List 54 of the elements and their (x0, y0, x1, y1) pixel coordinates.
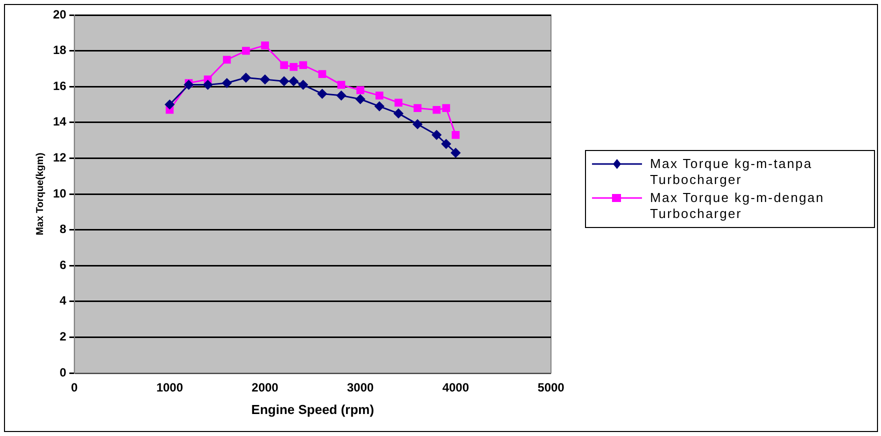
x-tick-label: 5000 (538, 380, 565, 395)
point (298, 80, 308, 90)
x-tick-label: 2000 (252, 380, 279, 395)
x-tick-label: 0 (71, 380, 78, 395)
point (241, 72, 251, 82)
y-tick-label: 16 (52, 78, 67, 93)
y-tick-label: 6 (60, 258, 67, 272)
point (203, 80, 213, 90)
point (432, 106, 441, 114)
point (412, 119, 422, 129)
point (356, 94, 366, 104)
point (318, 70, 326, 78)
point (374, 102, 384, 112)
point (299, 61, 308, 70)
point (336, 90, 346, 100)
point (432, 130, 442, 140)
y-tick-label: 12 (52, 150, 67, 165)
point (290, 62, 298, 71)
point (222, 78, 232, 88)
x-tick-label: 3000 (346, 380, 374, 395)
point (184, 80, 194, 90)
y-tick-label: 2 (60, 330, 67, 344)
y-axis-title: Max Torque(kgm) (34, 152, 46, 236)
point (337, 80, 346, 89)
point (375, 92, 384, 100)
point (288, 76, 298, 86)
point (279, 76, 289, 86)
y-tick-label: 0 (60, 365, 67, 380)
point (280, 61, 288, 70)
point (394, 98, 402, 107)
x-axis-title: Engine Speed (rpm) (251, 402, 374, 417)
point (394, 108, 404, 118)
x-tick-label: 1000 (156, 380, 184, 395)
point (414, 104, 422, 112)
point (261, 42, 269, 50)
x-tick-label: 4000 (442, 380, 470, 395)
point (164, 100, 174, 110)
y-tick-label: 20 (52, 7, 67, 22)
point (441, 139, 451, 149)
y-tick-label: 8 (60, 222, 67, 236)
y-tick-label: 14 (52, 114, 67, 129)
y-tick-label: 18 (52, 43, 67, 58)
point (317, 89, 327, 99)
point (356, 86, 364, 94)
point (242, 46, 250, 55)
point (452, 131, 460, 139)
point (450, 148, 460, 158)
y-tick-label: 4 (60, 294, 67, 308)
legend-label: Max Torque kg-m-tanpa Turbocharger (650, 156, 814, 188)
point (260, 74, 270, 84)
y-tick-label: 10 (52, 186, 67, 200)
point (442, 104, 450, 112)
legend-label: Max Torque kg-m-dengan Turbocharger (650, 190, 826, 222)
point (222, 56, 231, 64)
